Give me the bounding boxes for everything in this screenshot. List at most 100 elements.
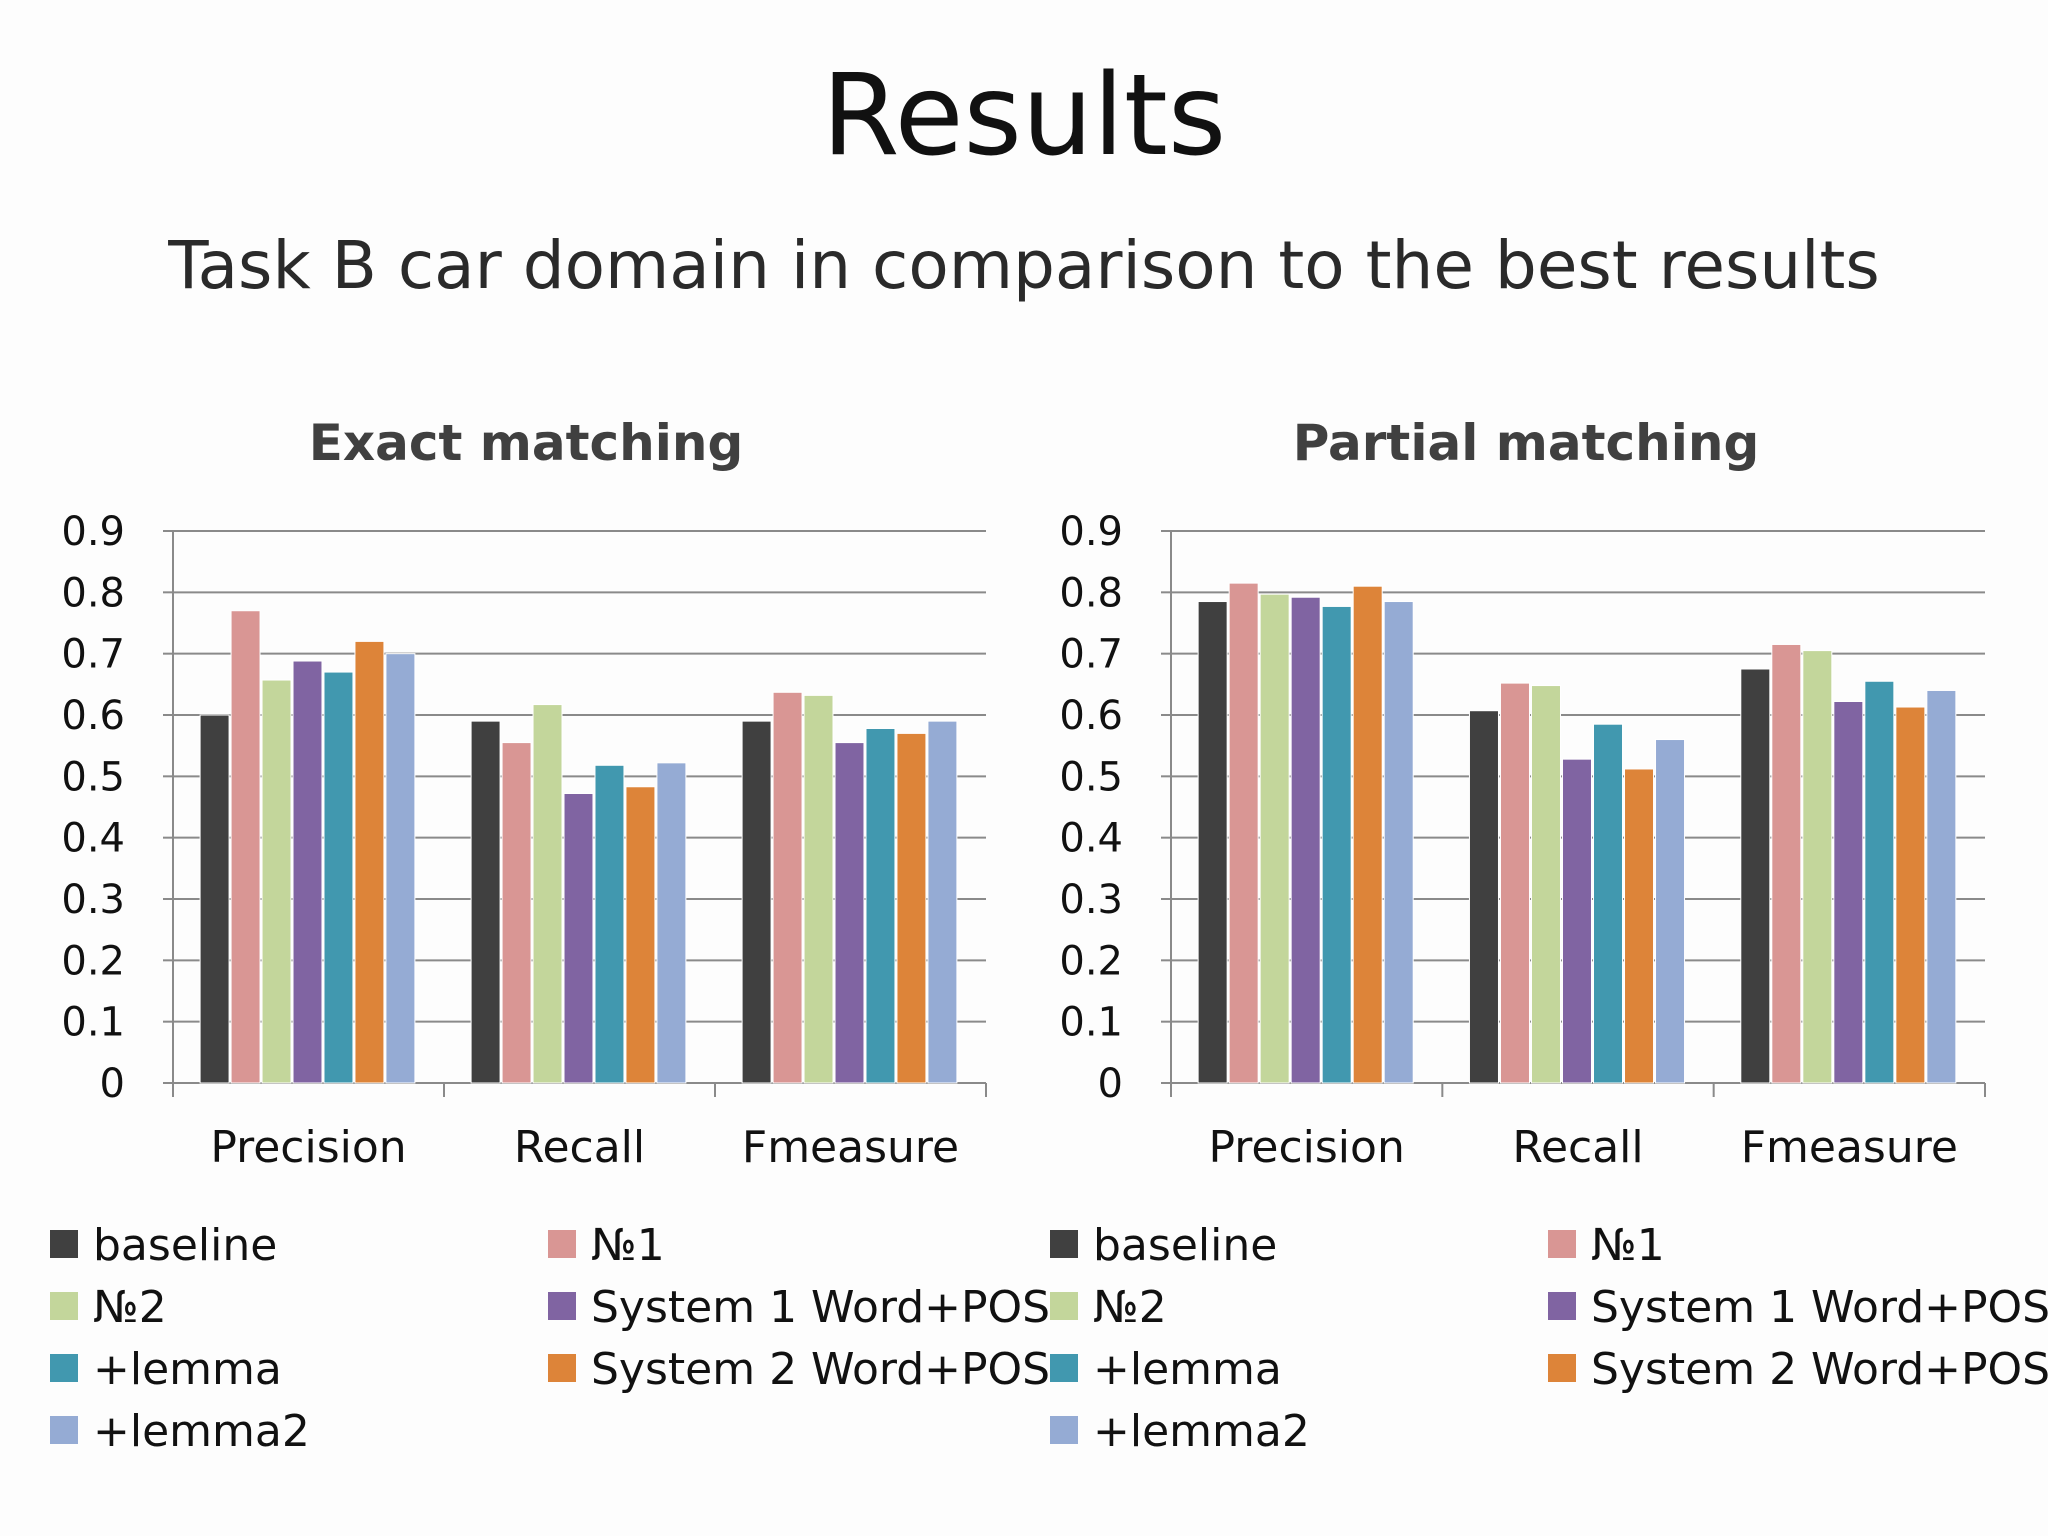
bar [1290, 596, 1321, 1084]
legend-swatch [50, 1292, 78, 1320]
bar [772, 691, 803, 1084]
legend-label: +lemma [1093, 1344, 1282, 1395]
bar [1895, 706, 1926, 1084]
legend-swatch [1050, 1354, 1078, 1382]
y-tick-label: 0.1 [61, 1000, 125, 1046]
legend-swatch [1548, 1230, 1576, 1258]
bar [354, 640, 385, 1084]
y-tick-label: 0.7 [61, 632, 125, 678]
bar [625, 786, 656, 1084]
bar [1864, 680, 1895, 1084]
chart-title: Exact matching [309, 414, 744, 472]
legend-label: №2 [93, 1282, 167, 1333]
legend-label: System 1 Word+POS [1591, 1282, 2048, 1333]
legend-label: +lemma [93, 1344, 282, 1395]
bar [1833, 701, 1864, 1084]
y-tick-label: 0 [100, 1061, 125, 1107]
chart-0: Exact matching 0 0.1 0.2 0.3 0.4 0.5 0.6 0.7 0.8 0… [50, 414, 1050, 1457]
legend-label: System 1 Word+POS [591, 1282, 1050, 1333]
y-tick-label: 0.6 [61, 693, 125, 739]
legend-swatch [1050, 1416, 1078, 1444]
bar [594, 764, 625, 1084]
legend-label: baseline [1093, 1220, 1277, 1271]
bar [323, 671, 354, 1084]
bar [532, 704, 563, 1084]
legend-label: System 2 Word+POS [591, 1344, 1050, 1395]
y-tick-label: 0.9 [1059, 509, 1123, 555]
category-label: Recall [514, 1122, 645, 1173]
legend-label: +lemma2 [93, 1406, 310, 1457]
bar [927, 720, 958, 1084]
category-label: Fmeasure [742, 1122, 959, 1173]
y-tick-label: 0.2 [1059, 938, 1123, 984]
bar [470, 720, 501, 1084]
legend-swatch [548, 1292, 576, 1320]
bar [1383, 601, 1414, 1084]
bar [656, 762, 687, 1084]
legend-swatch [1050, 1230, 1078, 1258]
legend-swatch [50, 1416, 78, 1444]
legend-swatch [548, 1230, 576, 1258]
y-tick-label: 0.9 [61, 509, 125, 555]
legend-swatch [50, 1354, 78, 1382]
bar [1655, 739, 1686, 1084]
bar [1228, 582, 1259, 1084]
bar [501, 742, 532, 1084]
bar [803, 694, 834, 1084]
bar [1352, 585, 1383, 1084]
bar [1624, 768, 1655, 1084]
y-tick-label: 0.8 [1059, 570, 1123, 616]
legend-swatch [50, 1230, 78, 1258]
y-tick-label: 0.6 [1059, 693, 1123, 739]
legend-label: +lemma2 [1093, 1406, 1310, 1457]
y-tick-label: 0 [1098, 1061, 1123, 1107]
bar [230, 610, 261, 1084]
bar [1802, 650, 1833, 1084]
legend-swatch [1548, 1292, 1576, 1320]
y-tick-label: 0.7 [1059, 632, 1123, 678]
slide-subtitle: Task B car domain in comparison to the b… [168, 227, 1880, 304]
bar [865, 727, 896, 1084]
y-tick-label: 0.4 [1059, 816, 1123, 862]
bar [1593, 723, 1624, 1084]
y-tick-label: 0.3 [1059, 877, 1123, 923]
bar [292, 660, 323, 1084]
category-label: Fmeasure [1741, 1122, 1958, 1173]
legend-swatch [548, 1354, 576, 1382]
bar [1321, 605, 1352, 1084]
y-tick-label: 0.8 [61, 570, 125, 616]
y-tick-label: 0.5 [1059, 754, 1123, 800]
bar [1561, 758, 1593, 1084]
slide-title: Results [821, 51, 1227, 181]
y-tick-label: 0.4 [61, 816, 125, 862]
bar [1926, 689, 1957, 1084]
y-tick-label: 0.1 [1059, 1000, 1123, 1046]
bar [741, 720, 772, 1084]
legend-swatch [1548, 1354, 1576, 1382]
bar [1530, 685, 1561, 1084]
legend-label: №2 [1093, 1282, 1167, 1333]
chart-1: Partial matching 0 0.1 0.2 0.3 0.4 0.5 0.6 0.7 0.… [1050, 414, 2048, 1457]
category-label: Recall [1512, 1122, 1643, 1173]
legend-swatch [1050, 1292, 1078, 1320]
category-label: Precision [1209, 1122, 1405, 1173]
bar [261, 679, 292, 1084]
bar [385, 653, 416, 1084]
legend-label: System 2 Word+POS [1591, 1344, 2048, 1395]
bar [1740, 668, 1771, 1084]
y-tick-label: 0.2 [61, 938, 125, 984]
bar [896, 732, 927, 1084]
y-tick-label: 0.3 [61, 877, 125, 923]
legend-label: №1 [1591, 1220, 1665, 1271]
bar [1499, 682, 1530, 1084]
bar [199, 714, 230, 1084]
chart-title: Partial matching [1293, 414, 1760, 472]
category-label: Precision [210, 1122, 406, 1173]
bar [1771, 643, 1802, 1084]
bar [1259, 593, 1290, 1084]
bar [563, 793, 594, 1084]
legend-label: baseline [93, 1220, 277, 1271]
bar [1197, 601, 1228, 1084]
legend-label: №1 [591, 1220, 665, 1271]
